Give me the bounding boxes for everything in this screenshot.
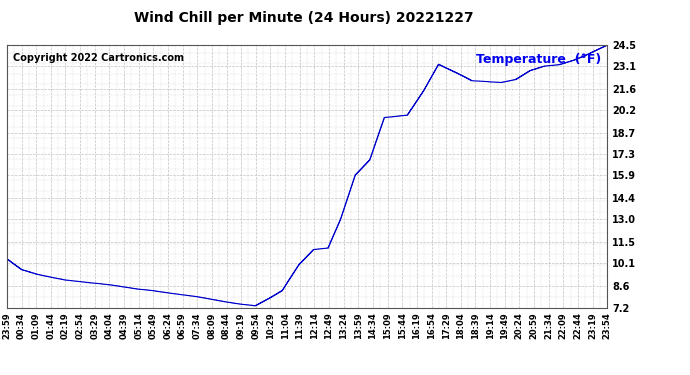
Text: Copyright 2022 Cartronics.com: Copyright 2022 Cartronics.com [13,53,184,63]
Text: Wind Chill per Minute (24 Hours) 20221227: Wind Chill per Minute (24 Hours) 2022122… [134,11,473,25]
Text: Temperature  (°F): Temperature (°F) [476,53,601,66]
